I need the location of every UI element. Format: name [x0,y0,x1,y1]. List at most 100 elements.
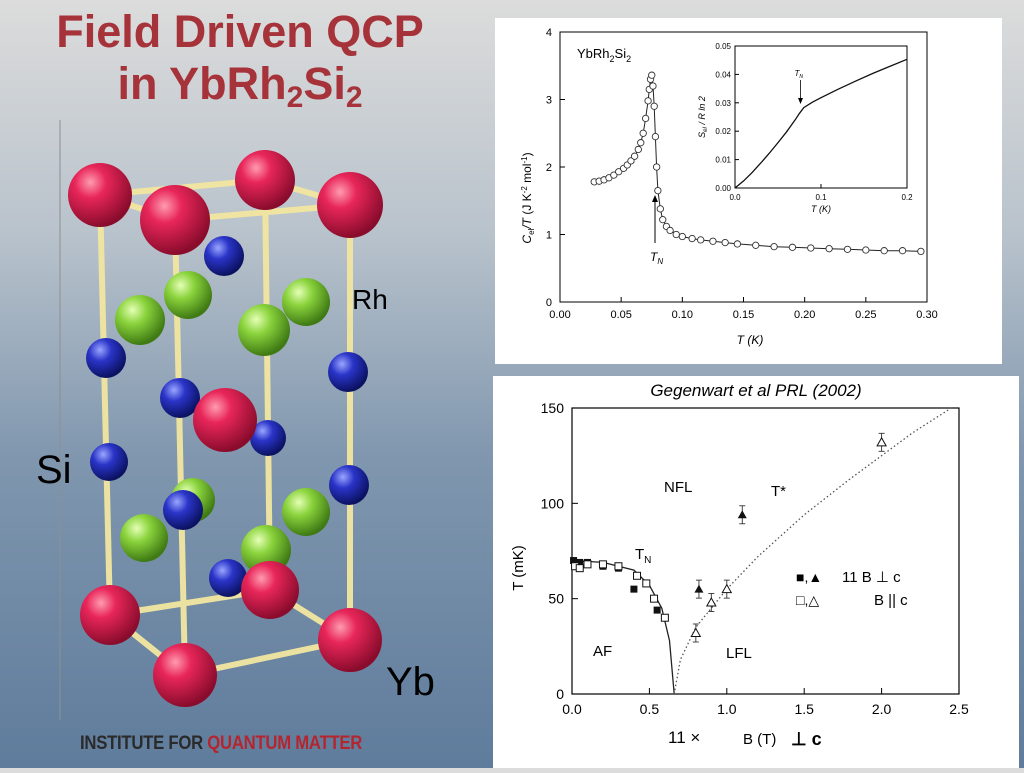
data-point [653,606,661,614]
data-point [654,186,662,195]
x-tick-label: 1.5 [794,701,814,717]
data-point [644,97,652,105]
inset-y-tick-label: 0.03 [715,99,731,108]
data-point [788,243,797,251]
data-point [721,238,729,247]
data-point [637,139,645,147]
legend-label-open: B || c [874,592,908,609]
inset-y-tick-label: 0.00 [715,184,731,193]
data-point [650,594,659,603]
region-label-nfl: NFL [664,479,692,496]
data-point [697,236,705,244]
inset-y-label: Sel / R ln 2 [697,96,709,138]
citation-caption: Gegenwart et al PRL (2002) [650,381,861,400]
x-tick-label: 0.15 [733,309,754,321]
x-tick-label: 0.05 [610,309,631,321]
institute-logo: INSTITUTE FOR QUANTUM MATTER [80,733,362,755]
y-tick-label: 1 [546,230,552,242]
label-rh: Rh [352,284,388,315]
legend-symbols-filled: ■,▲ [796,569,822,585]
data-point [656,205,664,213]
region-label-lfl: LFL [726,645,752,662]
title-formula-part: in YbRh [117,58,287,109]
sample-label: YbRh2Si2 [577,46,631,64]
data-point [825,245,833,253]
x-axis-suffix: ⊥ c [791,729,822,749]
specific-heat-panel: 0.00 0.05 0.10 0.15 0.20 0.25 0.30 0 1 2 3 4 YbRh2S… [495,18,1002,364]
data-point [576,558,584,566]
data-point [688,234,696,243]
data-point [917,247,925,256]
title-subscript: 2 [286,81,304,114]
title-subscript: 2 [345,81,363,114]
data-point [876,436,887,447]
tn-label: TN [650,250,663,266]
data-point [843,245,852,254]
data-point [570,557,578,565]
x-tick-label: 1.0 [717,701,737,717]
inset-tn-arrowhead [798,98,803,104]
data-point [737,510,747,519]
data-point [705,596,717,607]
title-line-1: Field Driven QCP [56,6,424,57]
data-point [709,237,717,245]
x-tick-label: 0.5 [640,701,660,717]
data-point [694,584,704,593]
y-tick-label: 4 [546,27,552,39]
data-point [641,114,650,123]
y-tick-label: 100 [541,495,565,511]
series-line [571,559,675,695]
y-axis-label: T (mK) [510,545,527,591]
data-point [610,171,618,179]
data-point [898,247,907,255]
below-axis-text: 11 × [668,728,700,747]
data-point [648,71,656,79]
logo-text-part-1: INSTITUTE FOR [80,733,208,754]
label-si: Si [36,448,72,492]
region-label-tn: TN [635,546,651,566]
plot-frame [571,407,960,695]
legend-label-filled: 11 B ⊥ c [842,569,901,586]
data-point [615,168,623,176]
data-point [639,129,647,137]
x-axis-label: T (K) [737,333,764,347]
data-point [672,230,680,239]
data-point [630,585,638,593]
y-tick-label: 3 [546,95,552,107]
region-label-af: AF [593,643,612,660]
data-point [575,564,584,573]
phase-diagram-chart: Gegenwart et al PRL (2002) 0.0 0.5 1.0 1.5 2… [510,381,969,749]
title-formula-part: Si [303,58,346,109]
data-point [880,247,888,255]
y-tick-label: 0 [546,297,552,309]
y-tick-label: 150 [541,400,565,416]
phase-diagram-panel: Gegenwart et al PRL (2002) 0.0 0.5 1.0 1.5 2… [493,376,1019,768]
inset-x-tick-label: 0.0 [729,193,741,202]
data-point [660,613,669,622]
legend-symbols-open: □,△ [796,592,819,608]
yb-atoms [68,150,383,707]
y-tick-label: 50 [548,591,564,607]
inset-y-tick-label: 0.05 [715,42,731,51]
data-point [583,560,592,569]
data-point [690,627,702,637]
inset-x-label: T (K) [811,204,831,214]
data-point [752,241,760,249]
data-point [649,82,657,90]
slide-title: Field Driven QCP in YbRh2Si2 [0,6,480,113]
data-point [634,145,642,154]
inset-tn-label: TN [795,69,804,80]
inset-x-tick-label: 0.1 [815,193,827,202]
inset-y-tick-label: 0.01 [715,156,731,165]
inset-curve [734,58,908,189]
series-line [673,407,952,695]
data-point [659,215,667,224]
region-label-tstar: T* [771,483,786,500]
data-point [650,102,658,110]
inset-y-tick-label: 0.02 [715,127,731,136]
data-point [652,163,661,171]
logo-text-part-2: QUANTUM MATTER [207,733,363,754]
inset-x-tick-label: 0.2 [901,193,913,202]
x-axis-label: B (T) [743,731,776,748]
x-tick-label: 0.25 [855,309,876,321]
